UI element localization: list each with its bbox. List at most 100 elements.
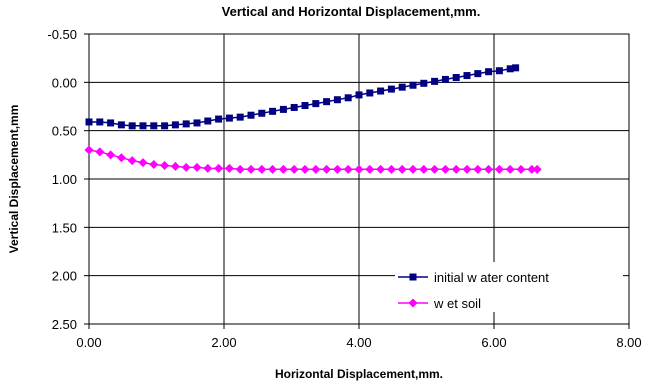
y-tick-label: 1.00 [52,172,77,187]
data-point [332,164,342,174]
data-point [484,164,494,174]
data-point [117,121,125,129]
series-2 [84,145,542,174]
data-point [160,160,170,170]
y-tick-label: -0.50 [47,27,77,42]
data-point [398,83,406,91]
data-point [495,67,503,75]
grid [84,33,630,329]
data-point [387,85,395,93]
data-point [408,164,418,174]
data-point [289,164,299,174]
series-layer [84,64,542,174]
y-tick-label: 1.50 [52,220,77,235]
data-point [95,147,105,157]
data-point [181,162,191,172]
data-point [420,79,428,87]
data-point [235,164,245,174]
data-point [451,164,461,174]
data-point [366,89,374,97]
data-point [441,75,449,83]
legend-label: w et soil [433,296,481,311]
data-point [85,118,93,126]
data-point [473,164,483,174]
x-tick-label: 4.00 [346,335,371,350]
data-point [279,105,287,113]
y-tick-label: 2.00 [52,269,77,284]
data-point [430,164,440,174]
data-point [440,164,450,174]
legend-item: w et soil [398,296,481,311]
data-point [236,113,244,121]
data-point [138,158,148,168]
data-point [96,118,104,126]
data-point [171,121,179,129]
data-point [397,164,407,174]
data-point [161,122,169,130]
data-point [505,164,515,174]
data-point [215,115,223,123]
data-point [247,111,255,119]
data-point [419,164,429,174]
data-point [258,109,266,117]
data-point [431,77,439,85]
data-point [224,163,234,173]
tick-labels: -0.50 0.00 0.50 1.00 1.50 2.00 2.50 0.00 2.00 4.0… [47,27,641,350]
legend: initial w ater content w et soil [395,262,623,312]
data-point [354,164,364,174]
data-point [474,70,482,78]
data-point [323,98,331,106]
data-point [452,74,460,81]
data-point [290,103,298,111]
data-point [462,164,472,174]
data-point [204,117,212,125]
data-point [386,164,396,174]
x-tick-label: 8.00 [616,335,641,350]
data-point [225,114,233,122]
data-point [343,164,353,174]
data-point [344,94,352,102]
data-point [269,107,277,115]
data-point [333,96,341,104]
data-point [377,87,385,95]
data-point [203,163,213,173]
legend-label: initial w ater content [434,270,549,285]
data-point [150,122,158,130]
legend-marker [409,273,417,281]
data-point [485,68,493,76]
y-tick-label: 2.50 [52,317,77,332]
data-point [278,164,288,174]
data-point [127,156,137,166]
chart-title: Vertical and Horizontal Displacement,mm. [222,4,481,19]
data-point [192,162,202,172]
data-point [246,164,256,174]
data-point [128,122,136,130]
data-point [149,160,159,169]
data-point [527,164,537,174]
data-point [193,119,201,127]
data-point [170,161,180,171]
y-tick-label: 0.00 [52,75,77,90]
data-point [300,164,310,174]
data-point [376,164,386,174]
data-point [116,153,126,163]
data-point [494,164,504,174]
legend-box [395,262,623,312]
data-point [107,119,115,127]
data-point [257,164,267,174]
data-point [214,163,224,173]
x-tick-label: 6.00 [481,335,506,350]
series-1 [85,64,520,130]
x-tick-label: 2.00 [211,335,236,350]
data-point [182,120,190,128]
x-tick-label: 0.00 [76,335,101,350]
y-tick-label: 0.50 [52,124,77,139]
data-point [312,100,320,108]
data-point [139,122,147,130]
data-point [365,164,375,174]
data-point [106,150,116,160]
data-point [84,145,94,155]
data-point [355,91,363,99]
